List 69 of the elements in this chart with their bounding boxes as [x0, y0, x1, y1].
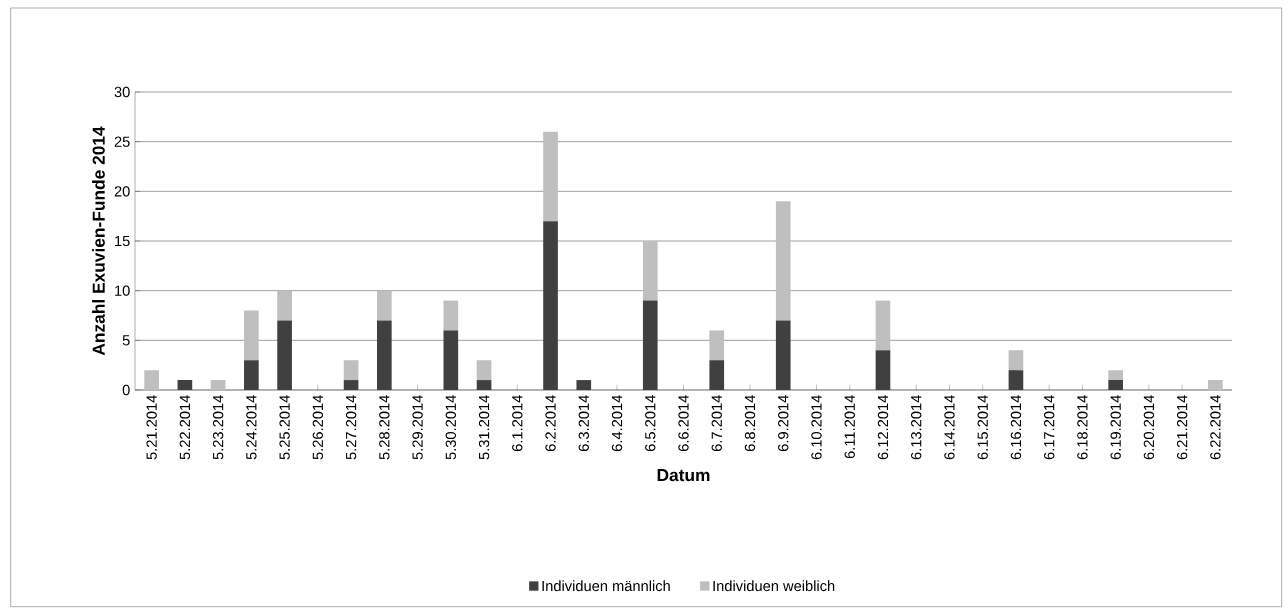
- y-tick-label: 15: [115, 235, 130, 247]
- bar: [244, 360, 259, 390]
- x-tick-label: 6.12.2014: [877, 395, 889, 460]
- bar: [343, 360, 359, 381]
- bar: [443, 300, 459, 331]
- x-tick-label: 6.4.2014: [611, 395, 623, 452]
- y-tick-label: 30: [114, 86, 130, 98]
- bar: [376, 290, 392, 321]
- x-tick-label: 6.6.2014: [678, 395, 689, 452]
- x-tick-label: 6.19.2014: [1110, 395, 1121, 460]
- bar: [543, 131, 558, 222]
- bar: [343, 380, 359, 390]
- x-tick-label: 6.8.2014: [744, 395, 756, 452]
- x-tick-label: 6.9.2014: [778, 395, 789, 452]
- x-tick-label: 5.28.2014: [379, 395, 390, 460]
- y-tick-label: 10: [115, 285, 130, 296]
- x-tick-label: 5.22.2014: [179, 395, 191, 460]
- x-tick-label: 6.15.2014: [977, 395, 988, 460]
- x-tick-label: 5.27.2014: [345, 395, 357, 460]
- x-tick-label: 5.26.2014: [312, 395, 324, 460]
- x-tick-label: 6.13.2014: [911, 395, 922, 460]
- bar: [1108, 370, 1123, 381]
- x-tick-label: 6.18.2014: [1077, 395, 1088, 460]
- bar: [576, 380, 592, 390]
- x-tick-label: 6.21.2014: [1176, 395, 1188, 460]
- bar: [144, 370, 159, 390]
- x-tick-label: 5.25.2014: [279, 395, 290, 460]
- bar: [177, 380, 193, 390]
- legend-label: Individuen männlich: [542, 580, 670, 592]
- y-tick-label: 5: [122, 335, 130, 346]
- bar: [1008, 350, 1024, 371]
- bar: [875, 300, 891, 351]
- bar: [244, 310, 259, 361]
- bar: [210, 380, 226, 390]
- bar: [709, 360, 725, 390]
- x-tick-label: 6.20.2014: [1143, 395, 1155, 460]
- y-axis-title: Anzahl Exuvien-Funde 2014: [92, 126, 105, 356]
- x-tick-label: 6.14.2014: [944, 395, 955, 460]
- bar: [709, 330, 725, 361]
- x-tick-label: 6.17.2014: [1044, 395, 1055, 460]
- x-tick-label: 6.5.2014: [645, 395, 656, 452]
- x-tick-label: 6.11.2014: [844, 395, 855, 459]
- x-tick-label: 5.31.2014: [478, 395, 490, 460]
- x-tick-label: 5.23.2014: [212, 395, 224, 460]
- y-tick-label: 25: [114, 136, 130, 147]
- bar: [476, 380, 492, 390]
- x-tick-label: 5.21.2014: [146, 395, 157, 460]
- x-tick-label: 6.3.2014: [578, 395, 589, 452]
- y-tick-label: 20: [114, 186, 130, 197]
- legend-label: Individuen weiblich: [713, 580, 835, 592]
- bar: [875, 350, 891, 390]
- x-tick-label: 6.10.2014: [811, 395, 822, 460]
- bar: [1008, 370, 1024, 390]
- bar: [1108, 380, 1123, 390]
- x-tick-label: 5.29.2014: [412, 395, 423, 460]
- bar: [642, 241, 658, 301]
- bar: [277, 290, 292, 321]
- x-tick-label: 6.2.2014: [545, 395, 556, 452]
- x-tick-label: 6.1.2014: [512, 395, 523, 452]
- x-tick-label: 5.24.2014: [246, 395, 257, 460]
- x-tick-label: 6.16.2014: [1010, 395, 1022, 460]
- bar: [1208, 380, 1223, 390]
- x-axis-title: Datum: [657, 469, 710, 482]
- bar: [476, 360, 492, 381]
- y-tick-label: 0: [122, 384, 130, 396]
- x-tick-label: 6.22.2014: [1210, 395, 1221, 460]
- x-tick-label: 6.7.2014: [711, 395, 722, 452]
- bar: [775, 201, 791, 321]
- x-tick-label: 5.30.2014: [445, 395, 457, 460]
